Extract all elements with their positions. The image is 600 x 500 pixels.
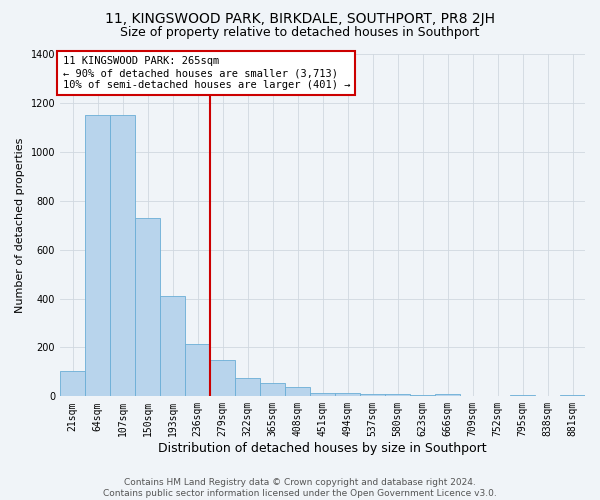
Bar xyxy=(160,296,185,396)
Bar xyxy=(510,395,535,396)
Bar xyxy=(285,386,310,396)
Text: Contains HM Land Registry data © Crown copyright and database right 2024.
Contai: Contains HM Land Registry data © Crown c… xyxy=(103,478,497,498)
Bar xyxy=(235,378,260,396)
X-axis label: Distribution of detached houses by size in Southport: Distribution of detached houses by size … xyxy=(158,442,487,455)
Bar xyxy=(60,370,85,396)
Bar xyxy=(435,394,460,396)
Bar xyxy=(185,344,210,397)
Bar xyxy=(360,394,385,396)
Bar xyxy=(260,383,285,396)
Bar xyxy=(210,360,235,397)
Y-axis label: Number of detached properties: Number of detached properties xyxy=(15,138,25,313)
Text: 11, KINGSWOOD PARK, BIRKDALE, SOUTHPORT, PR8 2JH: 11, KINGSWOOD PARK, BIRKDALE, SOUTHPORT,… xyxy=(105,12,495,26)
Bar xyxy=(410,395,435,396)
Bar xyxy=(310,392,335,396)
Bar xyxy=(560,395,585,396)
Bar xyxy=(135,218,160,396)
Text: Size of property relative to detached houses in Southport: Size of property relative to detached ho… xyxy=(121,26,479,39)
Bar xyxy=(85,115,110,396)
Bar xyxy=(385,394,410,396)
Bar xyxy=(110,115,135,396)
Text: 11 KINGSWOOD PARK: 265sqm
← 90% of detached houses are smaller (3,713)
10% of se: 11 KINGSWOOD PARK: 265sqm ← 90% of detac… xyxy=(62,56,350,90)
Bar xyxy=(335,394,360,396)
